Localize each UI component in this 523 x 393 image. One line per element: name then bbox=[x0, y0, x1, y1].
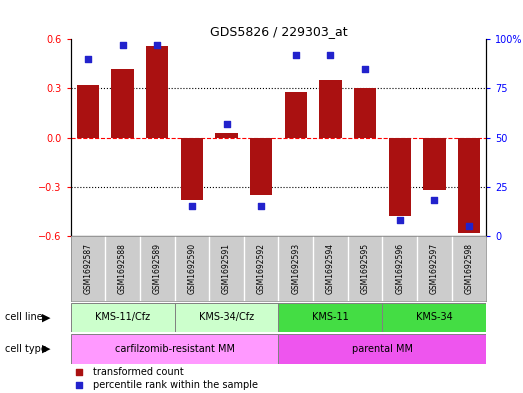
Point bbox=[361, 66, 369, 72]
Bar bbox=[382, 303, 486, 332]
Bar bbox=[250, 138, 272, 195]
Text: GSM1692598: GSM1692598 bbox=[464, 243, 473, 294]
Bar bbox=[71, 303, 175, 332]
Text: GSM1692590: GSM1692590 bbox=[187, 242, 196, 294]
Point bbox=[188, 203, 196, 209]
Text: GSM1692596: GSM1692596 bbox=[395, 242, 404, 294]
Text: GSM1692594: GSM1692594 bbox=[326, 242, 335, 294]
Bar bbox=[354, 88, 377, 138]
Point bbox=[430, 197, 439, 204]
Text: GSM1692592: GSM1692592 bbox=[257, 243, 266, 294]
Text: carfilzomib-resistant MM: carfilzomib-resistant MM bbox=[115, 344, 234, 354]
Text: GSM1692587: GSM1692587 bbox=[84, 243, 93, 294]
Text: cell type: cell type bbox=[5, 344, 47, 354]
Text: KMS-34/Cfz: KMS-34/Cfz bbox=[199, 312, 254, 322]
Point bbox=[75, 369, 83, 375]
Text: GSM1692595: GSM1692595 bbox=[361, 242, 370, 294]
Bar bbox=[389, 138, 411, 216]
Point bbox=[257, 203, 265, 209]
Point bbox=[84, 56, 92, 62]
Point bbox=[395, 217, 404, 223]
Bar bbox=[278, 334, 486, 364]
Text: transformed count: transformed count bbox=[94, 367, 184, 377]
Bar bbox=[146, 46, 168, 138]
Text: ▶: ▶ bbox=[42, 344, 50, 354]
Bar bbox=[458, 138, 480, 233]
Title: GDS5826 / 229303_at: GDS5826 / 229303_at bbox=[210, 25, 347, 38]
Text: ▶: ▶ bbox=[42, 312, 50, 322]
Point bbox=[153, 42, 162, 48]
Bar bbox=[180, 138, 203, 200]
Bar bbox=[77, 85, 99, 138]
Point bbox=[75, 382, 83, 388]
Text: GSM1692593: GSM1692593 bbox=[291, 242, 300, 294]
Bar bbox=[278, 303, 382, 332]
Bar bbox=[319, 80, 342, 138]
Bar bbox=[423, 138, 446, 190]
Point bbox=[118, 42, 127, 48]
Bar bbox=[285, 92, 307, 138]
Text: GSM1692597: GSM1692597 bbox=[430, 242, 439, 294]
Point bbox=[326, 52, 335, 58]
Bar bbox=[71, 334, 278, 364]
Bar bbox=[111, 69, 134, 138]
Text: GSM1692589: GSM1692589 bbox=[153, 243, 162, 294]
Point bbox=[292, 52, 300, 58]
Text: KMS-34: KMS-34 bbox=[416, 312, 453, 322]
Bar bbox=[175, 303, 278, 332]
Text: cell line: cell line bbox=[5, 312, 43, 322]
Point bbox=[465, 223, 473, 229]
Text: KMS-11: KMS-11 bbox=[312, 312, 349, 322]
Text: GSM1692588: GSM1692588 bbox=[118, 243, 127, 294]
Text: GSM1692591: GSM1692591 bbox=[222, 243, 231, 294]
Point bbox=[222, 121, 231, 127]
Text: KMS-11/Cfz: KMS-11/Cfz bbox=[95, 312, 150, 322]
Text: parental MM: parental MM bbox=[352, 344, 413, 354]
Bar bbox=[215, 132, 238, 138]
Text: percentile rank within the sample: percentile rank within the sample bbox=[94, 380, 258, 389]
